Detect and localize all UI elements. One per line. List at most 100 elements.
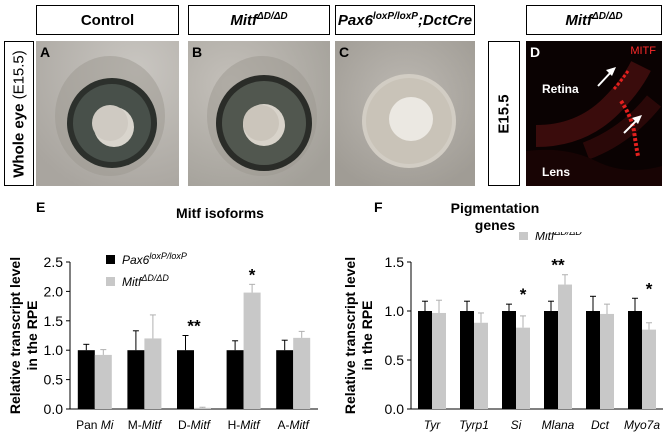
chart-e-xtick-gene: Mitf xyxy=(290,418,311,432)
chart-e-xtick-gene: Mi xyxy=(101,418,114,432)
chart-f-significance: ** xyxy=(551,256,565,275)
chart-e-xtick-prefix: Pan xyxy=(76,418,101,432)
panel-label-f: F xyxy=(374,199,383,215)
chart-f-ylabel-line1: Relative transcript level xyxy=(342,257,358,414)
header-pax6-gene: Pax6 xyxy=(337,12,373,29)
chart-e-bar xyxy=(276,350,294,409)
chart-f-xtick-label: Dct xyxy=(591,418,610,432)
chart-e-significance: ** xyxy=(187,317,201,336)
chart-e-ytick-label: 2.5 xyxy=(44,254,64,270)
header-control: Control xyxy=(36,5,179,35)
chart-f-bar xyxy=(600,313,614,409)
chart-e-legend-swatch xyxy=(106,277,115,286)
arrow-icon-lower xyxy=(623,115,642,134)
chart-e-title: Mitf isoforms xyxy=(176,205,264,221)
chart-e-xtick-prefix: D- xyxy=(178,418,191,432)
chart-f-bar xyxy=(586,311,600,409)
chart-e-bar xyxy=(293,337,311,409)
chart-e-xtick-gene: Mitf xyxy=(240,418,261,432)
chart-e-bar xyxy=(177,350,194,409)
chart-e-ytick-label: 2.0 xyxy=(44,283,64,299)
chart-e: Relative transcript levelin the RPE0.00.… xyxy=(7,251,318,432)
panel-label-c: C xyxy=(339,44,350,60)
panel-label-b: B xyxy=(192,44,203,60)
chart-e-ylabel: Relative transcript levelin the RPE xyxy=(7,257,40,414)
chart-e-xtick-label: Pan Mi xyxy=(76,418,114,432)
chart-f-title-line1: Pigmentation xyxy=(450,200,540,216)
chart-f-bar xyxy=(460,311,474,409)
chart-f-bar xyxy=(628,311,642,409)
arrow-icon-upper xyxy=(597,67,616,87)
photo-panel-c: C xyxy=(335,41,475,186)
chart-f-significance: * xyxy=(646,279,653,298)
photo-panel-d: D MITF Retina Lens xyxy=(526,41,662,186)
chart-f-legend-allele: ΔD/ΔD xyxy=(553,232,582,237)
chart-e-ytick-label: 1.0 xyxy=(44,342,64,358)
chart-f-legend-gene: Mitf xyxy=(535,232,556,243)
chart-f-xtick-label: Myo7a xyxy=(624,418,660,432)
photo-panel-b: B xyxy=(188,41,330,186)
chart-f-ylabel-line2: in the RPE xyxy=(359,300,375,370)
chart-f-ylabel: Relative transcript levelin the RPE xyxy=(342,257,375,414)
chart-f-legend-label: MitfΔD/ΔD xyxy=(535,232,582,243)
header-mitf-gene: Mitf xyxy=(230,12,257,29)
chart-e-ytick-label: 0.5 xyxy=(44,372,64,388)
chart-f-legend-swatch xyxy=(519,232,528,240)
header-mitf-mutant: MitfΔD/ΔD xyxy=(188,5,330,35)
header-mitf-d-gene: Mitf xyxy=(565,12,592,29)
chart-f-bar xyxy=(432,312,446,409)
mitf-stain-label: MITF xyxy=(630,45,656,57)
chart-e-xtick-gene: Mitf xyxy=(191,418,212,432)
chart-e-legend-label: Pax6loxP/loxP xyxy=(122,251,187,267)
header-mitf-allele: ΔD/ΔD xyxy=(257,11,288,22)
chart-e-legend-gene: Pax6 xyxy=(122,253,150,267)
chart-e-legend-allele: ΔD/ΔD xyxy=(140,273,169,283)
chart-e-legend-gene: Mitf xyxy=(122,275,143,289)
mitf-stain-image xyxy=(526,60,662,186)
chart-e-ylabel-line2: in the RPE xyxy=(24,300,40,370)
header-pax6-dctcre: Pax6loxP/loxP;DctCre xyxy=(335,5,475,35)
whole-eye-stage: (E15.5) xyxy=(10,49,28,99)
chart-f-bar xyxy=(544,311,558,409)
chart-e-xtick-label: M-Mitf xyxy=(128,418,163,432)
chart-e-xtick-prefix: H- xyxy=(228,418,241,432)
chart-e-bar xyxy=(127,350,145,409)
photo-panel-a: A xyxy=(36,41,179,186)
chart-f-significance: * xyxy=(520,285,527,304)
chart-e-bar xyxy=(144,338,162,409)
chart-e-bar xyxy=(243,292,261,409)
chart-f-bar xyxy=(474,322,488,409)
chart-e-ytick-label: 0.0 xyxy=(44,401,64,417)
chart-e-bar xyxy=(226,350,244,409)
chart-f-bar xyxy=(418,311,432,409)
header-mitf-mutant-d: MitfΔD/ΔD xyxy=(526,5,662,35)
chart-f-xtick-label: Tyr xyxy=(424,418,441,432)
chart-e-ytick-label: 1.5 xyxy=(44,313,64,329)
panel-label-e: E xyxy=(36,199,46,215)
chart-f-ytick-label: 1.5 xyxy=(385,254,405,270)
chart-e-bar xyxy=(77,350,95,409)
chart-f-xtick-label: Tyrp1 xyxy=(459,418,489,432)
eye-image-mitf-mutant xyxy=(207,56,317,176)
chart-f-xtick-label: Mlana xyxy=(542,418,575,432)
chart-f-bar xyxy=(516,327,530,409)
chart-f-xtick-label: Si xyxy=(511,418,522,432)
chart-e-significance: * xyxy=(249,265,256,284)
chart-e-xtick-label: H-Mitf xyxy=(228,418,262,432)
chart-f-ytick-label: 0.0 xyxy=(385,401,405,417)
chart-e-legend-allele: loxP/loxP xyxy=(149,251,187,261)
chart-e-xtick-label: D-Mitf xyxy=(178,418,212,432)
whole-eye-label-box: Whole eye (E15.5) xyxy=(4,41,34,186)
chart-f: Relative transcript levelin the RPE 0.0 0.… xyxy=(342,232,663,432)
chart-f-title-line2: genes xyxy=(474,217,516,233)
chart-f-ytick-label: 0.5 xyxy=(385,352,405,368)
chart-e-xtick-prefix: A- xyxy=(278,418,290,432)
header-mitf-d-allele: ΔD/ΔD xyxy=(592,11,623,22)
header-dctcre: ;DctCre xyxy=(417,12,473,29)
chart-e-ylabel-line1: Relative transcript level xyxy=(7,257,23,414)
chart-e-legend-label: MitfΔD/ΔD xyxy=(122,273,169,289)
chart-e-legend-swatch xyxy=(106,255,115,264)
retina-label: Retina xyxy=(542,82,579,96)
panel-label-d: D xyxy=(530,44,541,60)
panel-label-a: A xyxy=(40,44,51,60)
